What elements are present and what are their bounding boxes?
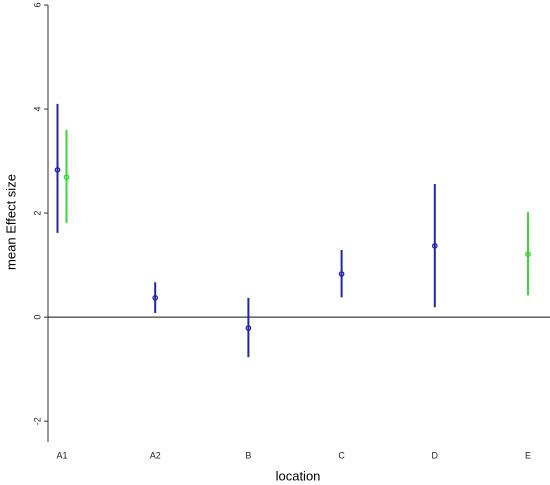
x-tick-label: A1 [56,450,67,460]
y-tick-label: 6 [32,2,42,7]
y-tick-label: -2 [32,417,42,425]
mean-point [63,174,70,181]
x-axis-title: location [276,468,321,483]
mean-point [152,295,159,301]
mean-point [431,243,438,249]
x-tick-label: D [432,450,439,460]
mean-point [54,167,61,173]
mean-point [525,251,531,258]
y-tick-label: 2 [32,211,42,216]
mean-point [245,325,252,331]
y-tick-label: 0 [32,315,42,320]
x-tick-label: B [245,450,251,460]
mean-point [338,271,345,277]
x-tick-label: A2 [150,450,161,460]
x-tick-label: E [525,450,531,460]
x-tick-label: C [338,450,345,460]
y-tick-label: 4 [32,107,42,112]
y-axis-title: mean Effect size [3,174,18,270]
